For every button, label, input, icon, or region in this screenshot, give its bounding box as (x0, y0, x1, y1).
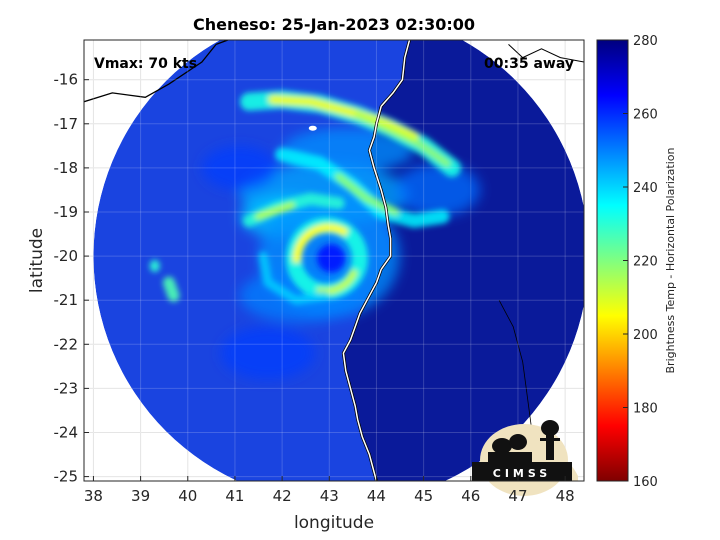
x-tick-label: 38 (84, 487, 103, 505)
colorbar-tick-label: 260 (633, 108, 658, 123)
colorbar-label: Brightness Temp - Horizontal Polarizatio… (664, 147, 677, 373)
y-tick-label: -21 (54, 291, 79, 309)
y-tick-label: -22 (54, 335, 79, 353)
axis-ticks: 38 39 40 41 42 43 44 45 46 47 48 -16 -17 -18 -19 -20 -21… (54, 71, 575, 505)
x-tick-label: 47 (508, 487, 527, 505)
dish-icon (509, 434, 527, 450)
coastline (84, 40, 584, 481)
rainband-group (149, 90, 461, 305)
colorbar-tick-label: 220 (633, 255, 658, 270)
brightness-temp-swath (93, 40, 584, 481)
y-tick-label: -17 (54, 115, 79, 133)
colorbar-tick-label: 180 (633, 402, 658, 417)
x-tick-label: 41 (225, 487, 244, 505)
cimss-logo: CIMSS (472, 420, 578, 496)
vmax-annotation: Vmax: 70 kts (94, 56, 197, 72)
rainband (354, 111, 451, 167)
y-tick-label: -23 (54, 379, 79, 397)
rainband (162, 276, 180, 302)
rainbands (149, 90, 481, 380)
x-tick-label: 42 (273, 487, 292, 505)
x-tick-label: 46 (461, 487, 480, 505)
y-tick-label: -20 (54, 247, 79, 265)
colorbar (596, 39, 629, 482)
madagascar-coast (342, 40, 411, 481)
colorbar-tick-label: 280 (633, 34, 658, 49)
x-tick-label: 39 (131, 487, 150, 505)
ne-coast (508, 44, 584, 63)
rainband (258, 251, 330, 305)
x-tick-label: 40 (178, 487, 197, 505)
africa-coast (84, 43, 217, 103)
y-axis-title: latitude (27, 228, 47, 293)
cold-spot (308, 125, 317, 131)
colorbar-tick-label: 160 (633, 475, 658, 490)
y-tick-label: -18 (54, 159, 79, 177)
x-tick-label: 44 (367, 487, 386, 505)
colorbar-tick-label: 240 (633, 181, 658, 196)
x-tick-label: 48 (556, 487, 575, 505)
colorbar-tick-label: 200 (633, 328, 658, 343)
logo-text: CIMSS (493, 467, 551, 480)
dish-icon (492, 438, 512, 454)
tower-icon (546, 424, 554, 460)
y-tick-label: -25 (54, 468, 79, 486)
y-tick-label: -16 (54, 71, 79, 89)
axes-frame (83, 39, 585, 482)
rainband (255, 201, 295, 220)
y-tick-label: -24 (54, 423, 79, 441)
logo-banner (472, 462, 572, 481)
x-axis-title: longitude (294, 513, 374, 533)
colorbar-ticks: 280 260 240 220 200 180 160 (623, 34, 658, 490)
x-tick-label: 43 (320, 487, 339, 505)
rainband (268, 95, 419, 142)
y-tick-label: -19 (54, 203, 79, 221)
time-away-annotation: 00:35 away (484, 56, 574, 72)
chart-title: Cheneso: 25-Jan-2023 02:30:00 (193, 15, 475, 34)
x-tick-label: 45 (414, 487, 433, 505)
